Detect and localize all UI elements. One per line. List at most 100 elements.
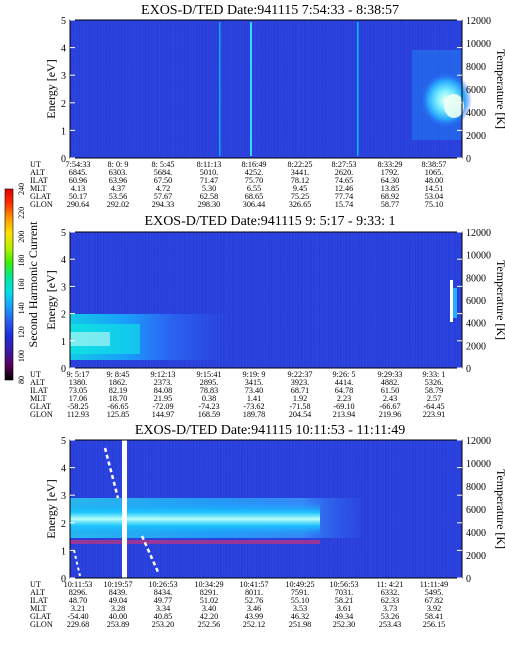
y2-axis-label: Temperature [K] <box>494 260 505 340</box>
time-bin-stripe <box>340 232 342 368</box>
ephemeris-value: 50.17 <box>69 192 87 201</box>
time-bin-stripe <box>409 20 411 158</box>
ephemeris-label: ILAT <box>30 176 48 185</box>
time-bin-stripe <box>148 232 150 368</box>
ephemeris-value: 229.68 <box>67 620 90 629</box>
ephemeris-value: 48.70 <box>69 596 87 605</box>
time-bin-stripe <box>361 440 363 578</box>
ephemeris-value: 78.12 <box>291 176 309 185</box>
y2-tick-label: 4000 <box>466 108 486 119</box>
time-bin-stripe <box>109 20 111 158</box>
time-bin-stripe <box>319 20 321 158</box>
ephemeris-label: GLAT <box>30 192 51 201</box>
ephemeris-value: 112.93 <box>67 410 89 419</box>
ephemeris-value: -66.67 <box>379 402 400 411</box>
time-bin-stripe <box>205 20 207 158</box>
time-bin-stripe <box>250 232 252 368</box>
y-tick-label: 4 <box>61 255 66 266</box>
lower-trace <box>70 540 320 544</box>
spike-feature <box>103 447 120 499</box>
time-bin-stripe <box>280 232 282 368</box>
y2-tick-label: 10000 <box>466 459 491 470</box>
time-bin-stripe <box>397 232 399 368</box>
time-bin-stripe <box>337 20 339 158</box>
time-bin-stripe <box>103 232 105 368</box>
noise-texture <box>70 20 462 158</box>
ephemeris-value: 2.23 <box>337 394 351 403</box>
time-bin-stripe <box>325 20 327 158</box>
ephemeris-value: 51.02 <box>200 596 218 605</box>
time-bin-stripe <box>340 20 342 158</box>
time-bin-stripe <box>73 232 75 368</box>
time-bin-stripe <box>253 232 255 368</box>
y2-tick-label: 4000 <box>466 319 486 330</box>
time-bin-stripe <box>85 232 87 368</box>
ephemeris-label: MLT <box>30 184 47 193</box>
ephemeris-value: 8291. <box>200 588 218 597</box>
time-bin-stripe <box>121 232 123 368</box>
ephemeris-value: 40.85 <box>154 612 172 621</box>
y-tick-label: 0 <box>61 574 66 585</box>
time-bin-stripe <box>259 20 261 158</box>
time-bin-stripe <box>106 20 108 158</box>
ephemeris-value: 253.43 <box>379 620 402 629</box>
time-bin-stripe <box>406 20 408 158</box>
ephemeris-value: 189.78 <box>243 410 266 419</box>
ephemeris-value: 53.04 <box>425 192 443 201</box>
ephemeris-value: 9.45 <box>293 184 307 193</box>
ephemeris-value: -64.45 <box>423 402 444 411</box>
time-bin-stripe <box>286 232 288 368</box>
time-bin-stripe <box>124 232 126 368</box>
ephemeris-value: 3.21 <box>71 604 85 613</box>
time-bin-stripe <box>226 20 228 158</box>
time-bin-stripe <box>226 232 228 368</box>
time-bin-stripe <box>289 20 291 158</box>
y-axis-label: Energy [eV] <box>44 479 58 538</box>
time-bin-stripe <box>364 20 366 158</box>
time-bin-stripe <box>241 20 243 158</box>
ephemeris-label: GLON <box>30 200 53 209</box>
colorbar-tick-label: 180 <box>17 255 26 267</box>
spectrogram-panel-2: EXOS-D/TED Date:941115 9: 5:17 - 9:33: 1… <box>30 214 505 419</box>
time-bin-stripe <box>139 20 141 158</box>
ephemeris-value: 82.19 <box>109 386 127 395</box>
spike-feature <box>357 22 359 156</box>
time-bin-stripe <box>388 20 390 158</box>
time-bin-stripe <box>361 232 363 368</box>
y-axis-label: Energy [eV] <box>44 270 58 329</box>
time-bin-stripe <box>448 232 450 368</box>
ephemeris-value: 2.43 <box>383 394 397 403</box>
y2-tick-label: 2000 <box>466 551 486 562</box>
time-bin-stripe <box>127 20 129 158</box>
time-bin-stripe <box>130 20 132 158</box>
time-bin-stripe <box>418 20 420 158</box>
time-bin-stripe <box>445 232 447 368</box>
ephemeris-label: UT <box>30 370 41 379</box>
time-bin-stripe <box>421 20 423 158</box>
ephemeris-value: 68.71 <box>291 386 309 395</box>
time-bin-stripe <box>304 232 306 368</box>
time-bin-stripe <box>127 232 129 368</box>
time-bin-stripe <box>427 232 429 368</box>
ephemeris-value: 40.00 <box>109 612 127 621</box>
ephemeris-value: 49.04 <box>109 596 127 605</box>
ephemeris-value: 75.70 <box>245 176 263 185</box>
time-bin-stripe <box>265 232 267 368</box>
ephemeris-value: 168.59 <box>198 410 221 419</box>
time-bin-stripe <box>190 20 192 158</box>
time-bin-stripe <box>403 232 405 368</box>
time-bin-stripe <box>217 20 219 158</box>
ephemeris-value: 294.33 <box>152 200 175 209</box>
y-tick-label: 5 <box>61 16 66 27</box>
y-tick-label: 1 <box>61 126 66 137</box>
ephemeris-value: 75.10 <box>425 200 443 209</box>
colorbar-tick-label: 140 <box>17 302 26 314</box>
time-bin-stripe <box>355 20 357 158</box>
time-bin-stripe <box>145 232 147 368</box>
ephemeris-value: 3923. <box>291 378 309 387</box>
time-bin-stripe <box>400 232 402 368</box>
ephemeris-value: 3.92 <box>427 604 441 613</box>
time-bin-stripe <box>88 20 90 158</box>
ephemeris-value: 17.06 <box>69 394 87 403</box>
ephemeris-value: 6845. <box>69 168 87 177</box>
